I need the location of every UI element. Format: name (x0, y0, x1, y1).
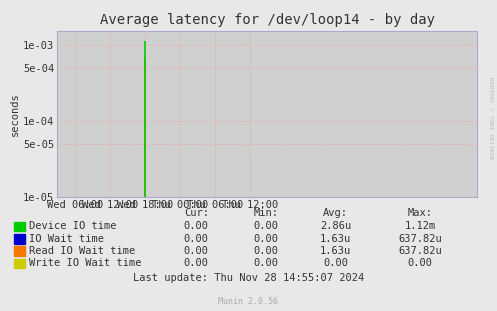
Text: 637.82u: 637.82u (398, 234, 442, 244)
Text: Device IO time: Device IO time (29, 221, 116, 231)
Y-axis label: seconds: seconds (10, 92, 20, 136)
Text: 1.63u: 1.63u (320, 234, 351, 244)
Text: Munin 2.0.56: Munin 2.0.56 (219, 297, 278, 306)
Text: Read IO Wait time: Read IO Wait time (29, 246, 135, 256)
Text: 0.00: 0.00 (323, 258, 348, 268)
Text: Last update: Thu Nov 28 14:55:07 2024: Last update: Thu Nov 28 14:55:07 2024 (133, 272, 364, 282)
Text: 0.00: 0.00 (184, 221, 209, 231)
Text: Min:: Min: (253, 208, 278, 218)
Text: Avg:: Avg: (323, 208, 348, 218)
Text: RRDTOOL / TOBI OETIKER: RRDTOOL / TOBI OETIKER (489, 77, 494, 160)
Text: 0.00: 0.00 (253, 258, 278, 268)
Text: Write IO Wait time: Write IO Wait time (29, 258, 141, 268)
Text: 0.00: 0.00 (184, 246, 209, 256)
Text: 0.00: 0.00 (253, 246, 278, 256)
Text: 0.00: 0.00 (184, 234, 209, 244)
Text: 0.00: 0.00 (253, 234, 278, 244)
Text: 0.00: 0.00 (408, 258, 432, 268)
Text: Cur:: Cur: (184, 208, 209, 218)
Text: 1.63u: 1.63u (320, 246, 351, 256)
Text: IO Wait time: IO Wait time (29, 234, 104, 244)
Text: 0.00: 0.00 (184, 258, 209, 268)
Text: 637.82u: 637.82u (398, 246, 442, 256)
Text: Max:: Max: (408, 208, 432, 218)
Text: 0.00: 0.00 (253, 221, 278, 231)
Text: 1.12m: 1.12m (405, 221, 435, 231)
Title: Average latency for /dev/loop14 - by day: Average latency for /dev/loop14 - by day (99, 13, 435, 27)
Text: 2.86u: 2.86u (320, 221, 351, 231)
